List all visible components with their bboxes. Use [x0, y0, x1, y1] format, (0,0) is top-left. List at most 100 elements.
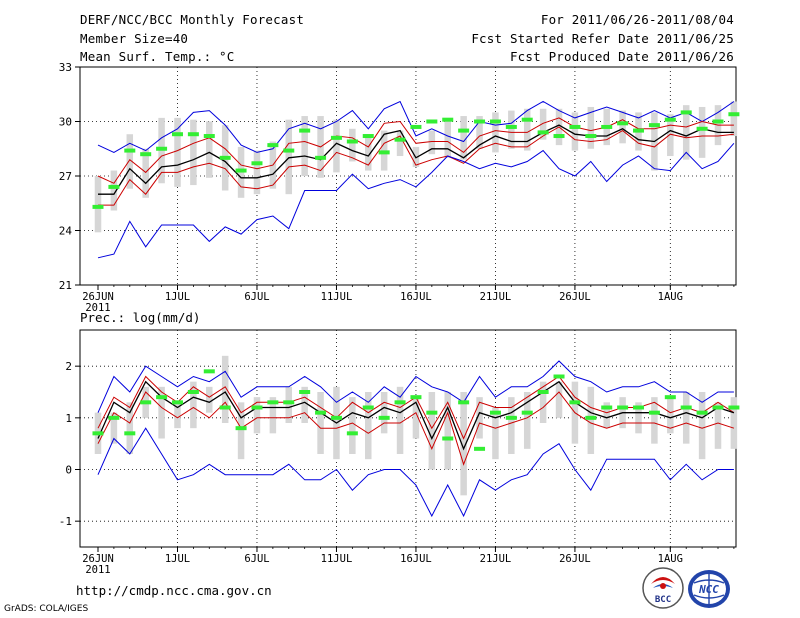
- panel2-obs-marker: [267, 400, 279, 405]
- panel1-spread-box: [174, 117, 181, 187]
- panel1-obs-marker: [362, 134, 374, 139]
- panel1-obs-marker: [156, 146, 168, 151]
- panel2-obs-marker: [108, 415, 120, 420]
- panel1-series-lower: [98, 126, 734, 206]
- panel1-series-min: [97, 142, 735, 259]
- panel1-spread-box: [682, 105, 690, 160]
- panel2-plot: -1 0 1 2 26JUN 1JUL 6JUL 11JUL 16JUL 21JUL 26JUL 1A…: [59, 310, 740, 576]
- panel2-y-tick-label: 0: [65, 464, 72, 477]
- panel1-obs-marker: [458, 128, 470, 133]
- panel1-obs-marker: [696, 126, 708, 131]
- panel2-spread-box: [206, 386, 213, 413]
- panel2-obs-marker: [664, 395, 676, 400]
- panel1-obs-marker: [474, 119, 486, 124]
- panel1-spread-box: [301, 116, 308, 176]
- panel2-obs-marker: [680, 405, 692, 410]
- panel2-variable-title: Prec.: log(mm/d): [80, 310, 200, 325]
- panel2-obs-marker: [521, 410, 533, 415]
- panel2-obs-marker: [299, 390, 311, 394]
- panel2-spread-box: [492, 407, 499, 460]
- panel1-obs-marker: [664, 117, 676, 122]
- panel1-obs-marker: [171, 132, 183, 137]
- panel2-spread-box: [651, 397, 658, 444]
- panel2-obs-marker: [569, 400, 581, 405]
- panel2-spread-box: [476, 397, 483, 439]
- panel2-spread-box: [365, 392, 372, 460]
- panel1-obs-marker: [680, 110, 692, 115]
- panel2-spread-box: [396, 386, 404, 454]
- panel2-obs-marker: [712, 405, 724, 410]
- panel2-spread-box: [523, 392, 531, 449]
- panel2-obs-marker: [394, 400, 406, 405]
- panel1-spread-box: [365, 137, 372, 171]
- source-url[interactable]: http://cmdp.ncc.cma.gov.cn: [76, 583, 272, 598]
- panel2-obs-marker: [330, 415, 342, 420]
- panel1-spread-box: [523, 108, 531, 151]
- panel2-spread-box: [317, 392, 324, 454]
- panel1-obs-marker: [108, 184, 120, 189]
- panel1-x-tick-label: 1JUL: [165, 291, 190, 303]
- panel1-obs-marker: [426, 119, 438, 124]
- ncc-logo-text: NCC: [698, 583, 719, 596]
- panel2-obs-marker: [156, 395, 168, 400]
- panel1-obs-marker: [124, 148, 136, 153]
- panel1-obs-marker: [140, 152, 152, 157]
- panel1-spread-box: [396, 130, 404, 157]
- bcc-logo: BCC: [641, 566, 685, 614]
- panel2-x-tick-label: 21JUL: [480, 553, 512, 565]
- panel2-spread-box: [698, 392, 706, 460]
- panel2-obs-marker: [378, 415, 390, 420]
- panel1-y-tick-label: 30: [59, 116, 72, 129]
- variable-label: Mean Surf. Temp.: °C: [80, 49, 235, 64]
- panel1-x-tick-label: 11JUL: [321, 291, 353, 303]
- panel1-obs-marker: [330, 135, 342, 140]
- panel1-obs-marker: [712, 119, 724, 124]
- panel1-x-tick-label: 21JUL: [480, 291, 512, 303]
- panel1-obs-marker: [601, 124, 613, 129]
- panel2-series-min: [97, 427, 734, 518]
- panel2-obs-marker: [124, 431, 136, 436]
- panel1-series-mean: [98, 124, 734, 195]
- panel2-obs-marker: [251, 405, 263, 410]
- panel2-x-tick-label: 26JUL: [559, 553, 591, 565]
- panel2-y-tick-label: -1: [59, 515, 72, 528]
- panel1-plot: 21 24 27 30 33 26JUN 1JUL 6JUL 11JUL 16JUL 21JUL 26…: [59, 61, 740, 314]
- panel2-spread-box: [190, 381, 197, 429]
- panel1-obs-marker: [648, 123, 660, 128]
- panel1-spread-box: [94, 176, 102, 233]
- panel2-spread-box: [158, 386, 165, 439]
- panel2-obs-marker: [648, 410, 660, 415]
- panel2-obs-marker: [187, 390, 199, 394]
- panel1-y-tick-label: 33: [59, 61, 72, 74]
- panel1-obs-marker: [187, 132, 199, 137]
- panel1-obs-marker: [521, 117, 533, 122]
- panel1-y-tick-label: 24: [59, 225, 73, 238]
- panel1-spread-box: [333, 119, 340, 173]
- panel1-spread-box: [460, 116, 467, 160]
- panel2-spread-box: [730, 397, 738, 449]
- panel1-x-tick-label: 1AUG: [658, 291, 683, 303]
- panel2-spread-box: [412, 397, 420, 439]
- panel1-obs-marker: [553, 134, 565, 139]
- chart-title: DERF/NCC/BCC Monthly Forecast: [80, 12, 305, 27]
- panel1-obs-marker: [283, 148, 295, 153]
- panel1-obs-marker: [203, 134, 215, 139]
- panel1-spread-box: [492, 112, 499, 153]
- panel2-spread-box: [301, 386, 308, 423]
- panel1-obs-marker: [505, 124, 517, 129]
- panel2-obs-marker: [696, 410, 708, 415]
- panel2-obs-marker: [346, 431, 358, 436]
- panel2-spread-box: [269, 397, 277, 434]
- panel1-spread-box: [126, 134, 134, 189]
- panel2-x-tick-label: 11JUL: [321, 553, 353, 565]
- panel1-y-tick-label: 21: [59, 279, 72, 292]
- panel2-x-tick-label: 1AUG: [658, 553, 683, 565]
- panel2-spread-box: [555, 381, 563, 418]
- panel1-series-max: [97, 100, 735, 153]
- panel2-obs-marker: [505, 415, 517, 420]
- panel2-series-mean: [97, 380, 735, 451]
- panel1-spread-box: [667, 114, 674, 157]
- panel2-spread-box: [237, 402, 245, 460]
- panel2-obs-marker: [140, 400, 152, 405]
